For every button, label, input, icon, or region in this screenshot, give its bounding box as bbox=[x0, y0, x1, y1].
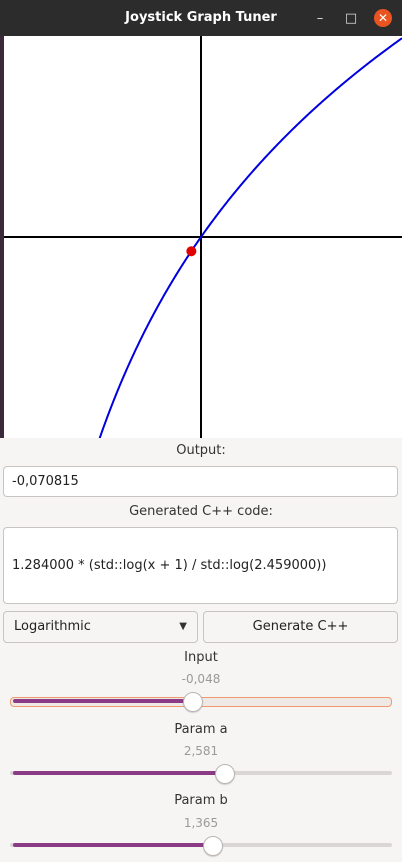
slider-fill bbox=[13, 843, 213, 847]
title-bar: Joystick Graph Tuner – □ ✕ bbox=[0, 0, 402, 36]
param-a-value: 2,581 bbox=[183, 744, 219, 758]
input-slider-label: Input bbox=[184, 650, 218, 665]
generate-cpp-button[interactable]: Generate C++ bbox=[203, 611, 398, 643]
output-field[interactable]: -0,070815 bbox=[3, 466, 398, 497]
input-marker bbox=[186, 246, 197, 257]
graph-svg bbox=[0, 36, 402, 438]
mode-dropdown-value: Logarithmic bbox=[14, 619, 91, 634]
close-icon[interactable]: ✕ bbox=[374, 9, 392, 27]
param-a-slider[interactable] bbox=[10, 764, 392, 784]
maximize-icon[interactable]: □ bbox=[344, 10, 358, 26]
input-slider[interactable] bbox=[10, 692, 392, 712]
graph-canvas bbox=[0, 36, 402, 438]
slider-fill bbox=[13, 771, 224, 775]
window-edge bbox=[0, 36, 4, 438]
param-b-value: 1,365 bbox=[183, 816, 219, 830]
code-output[interactable]: 1.284000 * (std::log(x + 1) / std::log(2… bbox=[3, 527, 398, 604]
window-title: Joystick Graph Tuner bbox=[125, 10, 277, 25]
input-slider-value: -0,048 bbox=[181, 672, 221, 686]
mode-dropdown[interactable]: Logarithmic ▼ bbox=[3, 611, 198, 643]
param-b-slider[interactable] bbox=[10, 836, 392, 856]
function-curve bbox=[98, 37, 402, 438]
slider-thumb[interactable] bbox=[214, 764, 235, 784]
param-b-label: Param b bbox=[174, 793, 228, 808]
code-label: Generated C++ code: bbox=[129, 504, 273, 519]
slider-thumb[interactable] bbox=[182, 692, 203, 712]
slider-fill bbox=[13, 699, 192, 703]
minimize-icon[interactable]: – bbox=[316, 10, 324, 26]
slider-thumb[interactable] bbox=[203, 836, 224, 856]
chevron-down-icon: ▼ bbox=[179, 621, 187, 632]
param-a-label: Param a bbox=[174, 722, 228, 737]
output-label: Output: bbox=[176, 443, 226, 458]
